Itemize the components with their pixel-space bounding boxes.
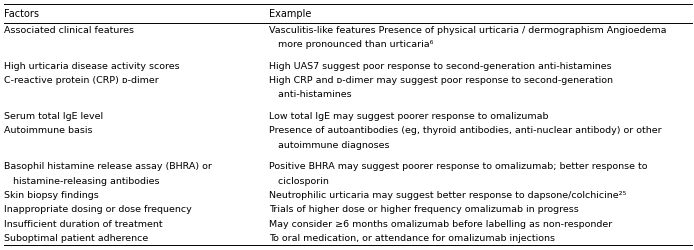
Text: Inappropriate dosing or dose frequency: Inappropriate dosing or dose frequency	[4, 204, 192, 214]
Text: Basophil histamine release assay (BHRA) or: Basophil histamine release assay (BHRA) …	[4, 162, 212, 171]
Text: histamine-releasing antibodies: histamine-releasing antibodies	[4, 176, 160, 185]
Text: High CRP and ᴅ-dimer may suggest poor response to second-generation: High CRP and ᴅ-dimer may suggest poor re…	[269, 76, 613, 85]
Text: Factors: Factors	[4, 9, 39, 19]
Text: more pronounced than urticaria⁶: more pronounced than urticaria⁶	[269, 40, 434, 49]
Text: Trials of higher dose or higher frequency omalizumab in progress: Trials of higher dose or higher frequenc…	[269, 204, 579, 214]
Text: May consider ≥6 months omalizumab before labelling as non-responder: May consider ≥6 months omalizumab before…	[269, 219, 613, 228]
Text: Autoimmune basis: Autoimmune basis	[4, 126, 93, 135]
Text: autoimmune diagnoses: autoimmune diagnoses	[269, 140, 390, 149]
Text: Low total IgE may suggest poorer response to omalizumab: Low total IgE may suggest poorer respons…	[269, 112, 549, 121]
Text: Vasculitis-like features Presence of physical urticaria / dermographism Angioede: Vasculitis-like features Presence of phy…	[269, 26, 667, 35]
Text: Neutrophilic urticaria may suggest better response to dapsone/colchicine²⁵: Neutrophilic urticaria may suggest bette…	[269, 190, 627, 199]
Text: Insufficient duration of treatment: Insufficient duration of treatment	[4, 219, 163, 228]
Text: Skin biopsy findings: Skin biopsy findings	[4, 190, 99, 199]
Text: ciclosporin: ciclosporin	[269, 176, 329, 185]
Text: High UAS7 suggest poor response to second-generation anti-histamines: High UAS7 suggest poor response to secon…	[269, 62, 612, 70]
Text: High urticaria disease activity scores: High urticaria disease activity scores	[4, 62, 180, 70]
Text: Serum total IgE level: Serum total IgE level	[4, 112, 103, 121]
Text: C-reactive protein (CRP) ᴅ-dimer: C-reactive protein (CRP) ᴅ-dimer	[4, 76, 159, 85]
Text: Example: Example	[269, 9, 312, 19]
Text: Presence of autoantibodies (eg, thyroid antibodies, anti-nuclear antibody) or ot: Presence of autoantibodies (eg, thyroid …	[269, 126, 662, 135]
Text: anti-histamines: anti-histamines	[269, 90, 352, 99]
Text: Suboptimal patient adherence: Suboptimal patient adherence	[4, 233, 149, 242]
Text: To oral medication, or attendance for omalizumab injections: To oral medication, or attendance for om…	[269, 233, 555, 242]
Text: Positive BHRA may suggest poorer response to omalizumab; better response to: Positive BHRA may suggest poorer respons…	[269, 162, 648, 171]
Text: Associated clinical features: Associated clinical features	[4, 26, 134, 35]
